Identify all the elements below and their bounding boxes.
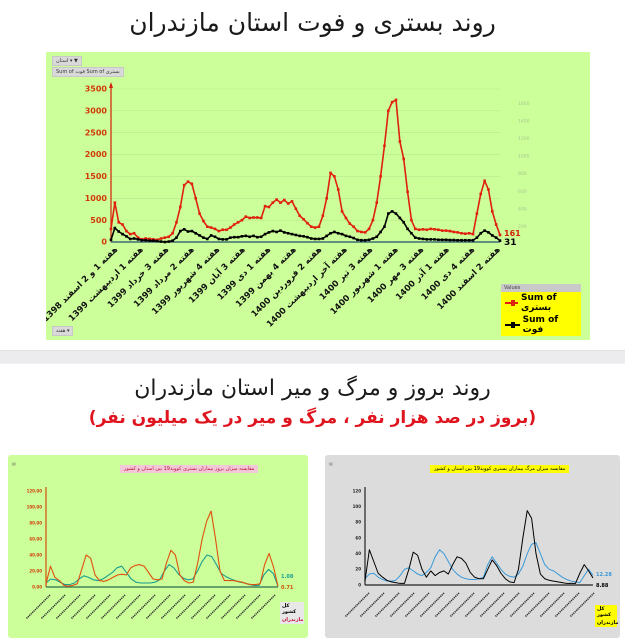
incidence-line-chart: ▤ 0.00 20.00 40.00 60.00 80.00 100.00 120.00 1.0…: [12, 461, 294, 620]
svg-text:1200: 1200: [518, 136, 530, 142]
svg-text:31: 31: [504, 238, 517, 248]
province-filter-button[interactable]: استان ▾ ▼: [52, 56, 82, 66]
svg-text:800: 800: [518, 171, 527, 177]
svg-text:40: 40: [355, 551, 361, 556]
svg-text:0.71: 0.71: [281, 585, 294, 591]
svg-text:0: 0: [358, 582, 361, 587]
legend-item-deaths: Sum of فوت: [501, 314, 581, 336]
red-line-marker-icon: [505, 300, 519, 306]
mortality-chart-title: مقایسه میزان مرگ بیماران بستری کووید19 ب…: [430, 465, 570, 473]
incidence-chart-panel: مقایسه میزان بروز بیماران بستری کووید19 …: [8, 455, 308, 638]
bottom-card: روند بروز و مرگ و میر استان مازندران (بر…: [0, 364, 625, 640]
legend-header: Values: [501, 284, 581, 292]
svg-text:60.00: 60.00: [29, 536, 42, 541]
svg-text:500: 500: [90, 216, 107, 225]
value-fields-button[interactable]: Sum of فوت Sum of بستری: [52, 67, 124, 77]
svg-text:3000: 3000: [85, 107, 108, 116]
svg-text:0: 0: [101, 238, 107, 247]
svg-text:3500: 3500: [85, 85, 108, 94]
svg-text:120: 120: [353, 488, 362, 493]
svg-text:1.08: 1.08: [281, 574, 294, 580]
top-legend: Values Sum of بستری Sum of فوت: [501, 284, 581, 336]
incidence-legend: کل کشور مازندران: [280, 602, 304, 624]
svg-text:12.28: 12.28: [596, 572, 612, 578]
black-line-marker-icon: [505, 322, 520, 328]
svg-text:2000: 2000: [85, 150, 108, 159]
svg-text:0.00: 0.00: [32, 584, 42, 589]
svg-text:200: 200: [518, 224, 527, 230]
incidence-subtitle: (بروز در صد هزار نفر ، مرگ و میر در یک م…: [88, 408, 537, 428]
top-chart-heading: روند بستری و فوت استان مازندران: [129, 8, 496, 37]
mortality-line-chart: ▤ 0 20 40 60 80 100 120 12.28 8.88: [329, 461, 612, 618]
svg-text:80: 80: [355, 520, 361, 525]
svg-text:80.00: 80.00: [29, 520, 42, 525]
svg-text:20: 20: [355, 567, 361, 572]
svg-text:161: 161: [504, 229, 521, 238]
incidence-heading: روند بروز و مرگ و میر استان مازندران: [134, 376, 491, 401]
section-separator: [0, 350, 625, 364]
svg-text:400: 400: [518, 206, 527, 212]
svg-text:▤: ▤: [329, 461, 333, 466]
svg-text:100: 100: [353, 504, 362, 509]
svg-text:40.00: 40.00: [29, 552, 42, 557]
svg-text:1600: 1600: [518, 101, 530, 107]
svg-text:1000: 1000: [518, 154, 530, 160]
svg-text:▤: ▤: [12, 461, 16, 466]
svg-text:1000: 1000: [85, 194, 108, 203]
week-axis-button[interactable]: هفته ▾: [52, 326, 74, 336]
svg-text:20.00: 20.00: [29, 568, 42, 573]
hospitalization-chart-panel: استان ▾ ▼ Sum of فوت Sum of بستری 0 500 10…: [46, 52, 590, 340]
svg-text:100.00: 100.00: [27, 504, 43, 509]
legend-item-hospitalized: Sum of بستری: [501, 292, 581, 314]
incidence-chart-title: مقایسه میزان بروز بیماران بستری کووید19 …: [120, 465, 259, 473]
svg-text:1500: 1500: [85, 172, 108, 181]
mortality-chart-panel: مقایسه میزان مرگ بیماران بستری کووید19 ب…: [325, 455, 620, 638]
svg-text:8.88: 8.88: [596, 583, 609, 589]
svg-text:1400: 1400: [518, 118, 530, 124]
svg-text:2500: 2500: [85, 128, 108, 137]
mortality-legend: کل کشور مازندران: [595, 605, 619, 627]
hospitalization-line-chart: 0 500 1000 1500 2000 2500 3000 3500 200 400 600 800…: [46, 82, 530, 330]
svg-text:600: 600: [518, 189, 527, 195]
top-card: روند بستری و فوت استان مازندران استان ▾ …: [46, 8, 590, 340]
svg-text:60: 60: [355, 535, 361, 540]
svg-text:120.00: 120.00: [27, 488, 43, 493]
